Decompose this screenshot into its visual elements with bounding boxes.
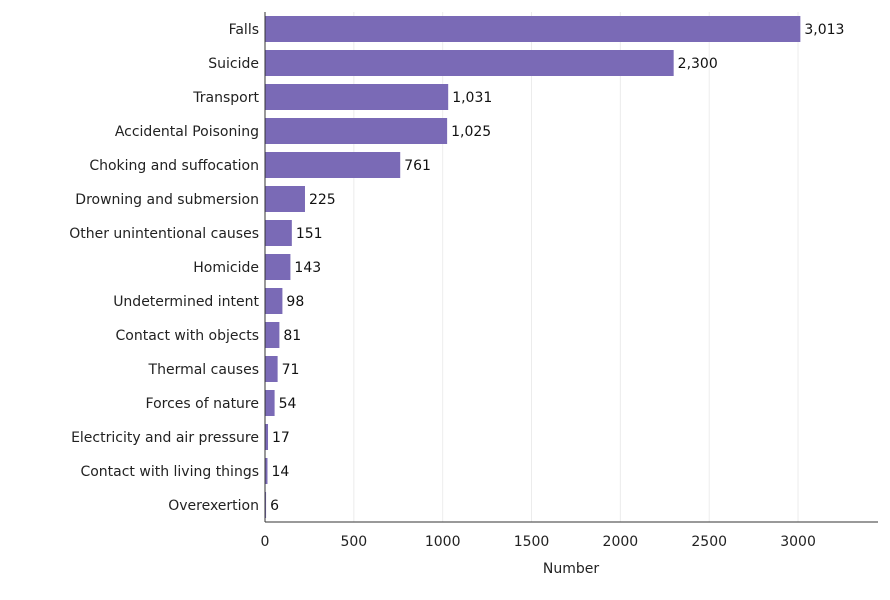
bar [265,220,292,246]
x-tick-label: 3000 [780,534,816,550]
bar [265,50,674,76]
category-label: Drowning and submersion [75,192,259,208]
value-label: 1,031 [452,90,492,106]
category-label: Choking and suffocation [89,158,259,174]
x-tick-labels: 0 500 1000 1500 2000 2500 3000 [261,534,816,550]
bar [265,288,283,314]
value-label: 143 [294,260,321,276]
bars [265,16,801,518]
category-label: Contact with living things [80,464,259,480]
bar [265,254,291,280]
value-label: 14 [271,464,289,480]
x-tick-label: 1500 [514,534,550,550]
value-label: 6 [270,498,279,514]
category-label: Suicide [208,56,259,72]
category-label: Transport [192,90,259,106]
x-tick-label: 1000 [425,534,461,550]
category-label: Falls [229,22,259,38]
x-tick-label: 500 [340,534,367,550]
value-label: 71 [282,362,300,378]
value-labels: 3,013 2,300 1,031 1,025 761 225 151 143 98 81 71 54… [270,22,844,514]
bar [265,152,401,178]
category-label: Contact with objects [115,328,259,344]
bar [265,492,267,518]
category-label: Forces of nature [146,396,259,412]
category-label: Thermal causes [148,362,259,378]
bar [265,84,449,110]
value-label: 2,300 [678,56,718,72]
bar [265,186,305,212]
x-tick-label: 2500 [691,534,727,550]
x-tick-label: 2000 [603,534,639,550]
bar [265,390,275,416]
value-label: 81 [283,328,301,344]
category-label: Other unintentional causes [69,226,259,242]
category-label: Undetermined intent [113,294,259,310]
bar [265,322,280,348]
bar [265,118,448,144]
value-label: 3,013 [804,22,844,38]
category-label: Accidental Poisoning [115,124,259,140]
value-label: 761 [404,158,431,174]
value-label: 17 [272,430,290,446]
value-label: 98 [286,294,304,310]
x-tick-label: 0 [261,534,270,550]
bar [265,16,801,42]
bar [265,356,278,382]
category-label: Overexertion [168,498,259,514]
value-label: 1,025 [451,124,491,140]
bar [265,458,268,484]
category-label: Homicide [193,260,259,276]
category-labels: Falls Suicide Transport Accidental Poisonin… [69,22,259,514]
value-label: 225 [309,192,336,208]
category-label: Electricity and air pressure [71,430,259,446]
value-label: 151 [296,226,323,242]
x-axis-title: Number [543,561,599,577]
value-label: 54 [279,396,297,412]
bar [265,424,269,450]
